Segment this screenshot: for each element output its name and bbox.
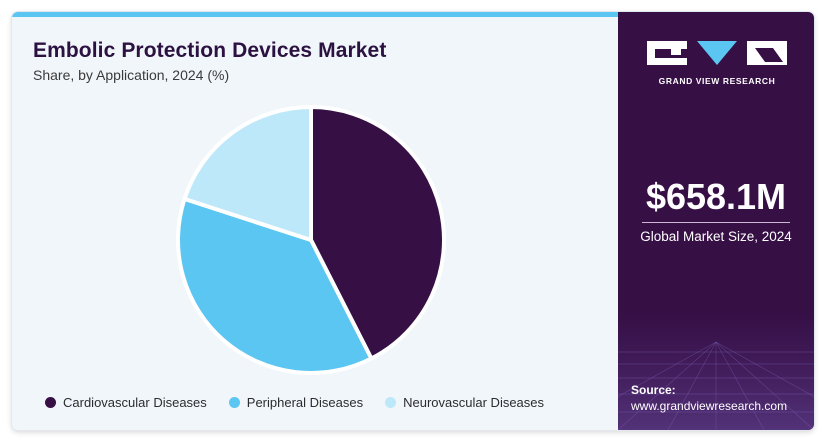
pie-slice-peripheral-diseases [176, 196, 374, 375]
pie-slice-neurovascular-diseases [182, 105, 313, 242]
divider [642, 222, 790, 223]
logo-mark-icon [647, 41, 787, 65]
chart-panel: Embolic Protection Devices Market Share,… [12, 17, 618, 430]
legend-item-peripheral: Peripheral Diseases [228, 395, 364, 410]
source-note: Source: www.grandviewresearch.com [631, 382, 787, 414]
brand-name: GRAND VIEW RESEARCH [658, 76, 776, 86]
pie-chart [176, 105, 446, 375]
legend-label: Peripheral Diseases [246, 395, 364, 410]
grid-decoration [618, 312, 814, 430]
legend-swatch [45, 397, 56, 408]
pie-slice-cardiovascular-diseases [309, 105, 446, 361]
legend-item-cardiovascular: Cardiovascular Diseases [45, 395, 207, 410]
market-size-value: $658.1M [645, 176, 787, 217]
brand-logo: GRAND VIEW RESEARCH [643, 36, 791, 92]
chart-title: Embolic Protection Devices Market [33, 39, 387, 62]
chart-subtitle: Share, by Application, 2024 (%) [33, 67, 230, 83]
source-label: Source: [631, 383, 676, 397]
legend: Cardiovascular Diseases Peripheral Disea… [45, 395, 566, 410]
legend-swatch [228, 397, 240, 408]
legend-swatch [385, 397, 397, 408]
source-url[interactable]: www.grandviewresearch.com [631, 399, 788, 413]
legend-label: Neurovascular Diseases [403, 395, 545, 410]
market-size-label: Global Market Size, 2024 [640, 229, 792, 244]
legend-label: Cardiovascular Diseases [63, 395, 207, 410]
accent-bar [12, 12, 618, 17]
chart-card: Embolic Protection Devices Market Share,… [12, 12, 814, 430]
legend-item-neurovascular: Neurovascular Diseases [385, 395, 544, 410]
summary-panel: GRAND VIEW RESEARCH $658.1M Global Marke… [618, 12, 814, 430]
